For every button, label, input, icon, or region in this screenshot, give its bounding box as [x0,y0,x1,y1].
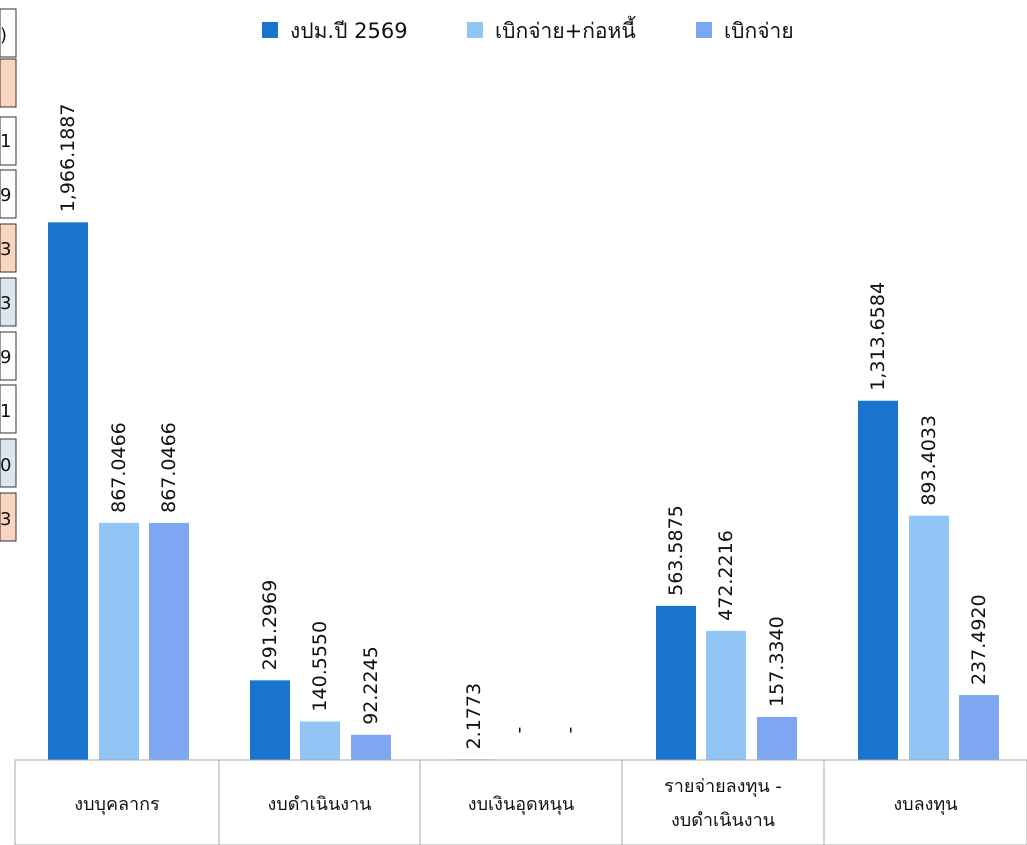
bar [99,522,139,760]
bar [250,680,290,760]
side-table-cell [0,438,17,488]
data-label: 472.2216 [715,530,737,621]
side-table-cell [0,223,17,273]
bar [300,721,340,760]
category-table-frame [14,759,1027,845]
data-label: - [559,727,581,734]
side-table-glyph: 3 [0,509,11,530]
bar [909,515,949,760]
data-label: 237.4920 [968,594,990,685]
data-label: 92.2245 [360,646,382,725]
data-label: 867.0466 [108,422,130,513]
side-table-glyph: 0 [0,455,11,476]
plot-area: 1,966.1887 291.2969 2.1773 563.5875 1,313.65… [48,104,999,760]
side-table-cell [0,492,17,542]
bar [858,400,898,760]
category-label: งบเงินอุดหนุน [468,794,574,815]
side-table-glyph: 3 [0,239,11,260]
category-label: งบดำเนินงาน [671,810,775,831]
legend-swatch [467,22,483,38]
side-table-cell [0,169,17,219]
side-table-cell [0,58,17,108]
legend-swatch [696,22,712,38]
data-label: 563.5875 [665,505,687,596]
category-label: งบดำเนินงาน [268,794,372,815]
side-table-cell [0,384,17,434]
side-table-cell [0,8,17,58]
data-label: 893.4033 [918,415,940,506]
bar [149,522,189,760]
chart-legend: งปม.ปี 2569 เบิกจ่าย+ก่อหนี้ เบิกจ่าย [262,16,794,43]
side-table-glyph: 3 [0,293,11,314]
side-table-glyph: 9 [0,347,11,368]
legend-label: งปม.ปี 2569 [290,19,408,43]
data-label: - [508,727,530,734]
data-label: 157.3340 [766,616,788,707]
legend-swatch [262,22,278,38]
data-label: 1,313.6584 [867,282,889,391]
bar [959,695,999,760]
bar [706,630,746,760]
category-label: งบลงทุน [893,794,957,815]
data-label: 140.5550 [309,621,331,712]
category-label: รายจ่ายลงทุน - [664,776,782,797]
side-table-cell [0,116,17,166]
bar [656,605,696,760]
legend-label: เบิกจ่าย+ก่อหนี้ [495,16,636,43]
side-table-cell [0,331,17,381]
data-label: 1,966.1887 [57,104,79,213]
bar [757,716,797,760]
bar [351,734,391,760]
data-label: 867.0466 [158,422,180,513]
side-table-glyph: 1 [0,401,11,422]
side-table-glyph: 1 [0,131,11,152]
side-table-glyph: 9 [0,185,11,206]
data-label: 2.1773 [463,683,485,749]
category-label: งบบุคลากร [74,794,160,815]
cropped-side-table: ) 1 9 3 3 9 1 0 3 [0,8,17,542]
category-axis-table: งบบุคลากร งบดำเนินงาน งบเงินอุดหนุนรายจ่าย… [14,759,1027,845]
side-table-glyph: ) [0,25,7,46]
legend-label: เบิกจ่าย [724,19,794,43]
bar [48,222,88,760]
side-table-cell [0,277,17,327]
data-label: 291.2969 [259,580,281,671]
